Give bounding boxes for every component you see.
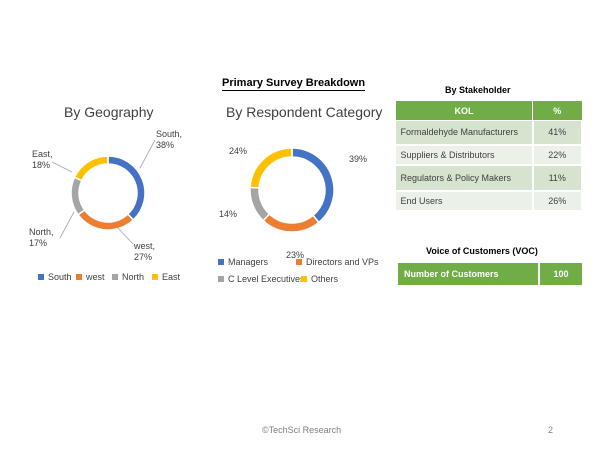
data-label: East, 18%	[32, 149, 53, 170]
kol-column-header: KOL	[395, 100, 533, 121]
data-label: 14%	[219, 209, 237, 219]
legend-label: East	[162, 272, 181, 282]
data-label: 39%	[349, 154, 367, 164]
data-label: South, 38%	[156, 129, 182, 150]
pct-column-header: %	[532, 100, 583, 121]
stakeholder-pct: 26%	[532, 190, 583, 212]
legend-swatch	[218, 259, 224, 265]
data-label: 24%	[229, 146, 247, 156]
leader-line	[51, 161, 73, 173]
voc-row: Number of Customers 100	[398, 263, 582, 285]
data-label: 23%	[286, 250, 304, 260]
legend-label: Managers	[228, 257, 269, 267]
legend-swatch	[296, 259, 302, 265]
legend-label: Directors and VPs	[306, 257, 379, 267]
page-number: 2	[548, 425, 554, 435]
table-row: Suppliers & Distributors 22%	[395, 144, 583, 166]
legend-label: South	[48, 272, 72, 282]
respondent-legend-item: C Level Executives	[218, 274, 305, 284]
legend-label: Others	[311, 274, 339, 284]
stakeholder-table: KOL % Formaldehyde Manufacturers 41% Sup…	[395, 100, 583, 212]
legend-swatch	[76, 274, 82, 280]
stakeholder-name: Formaldehyde Manufacturers	[395, 120, 534, 146]
geography-legend-item: East	[152, 272, 180, 282]
legend-swatch	[112, 274, 118, 280]
legend-swatch	[301, 276, 307, 282]
geography-legend-item: North	[112, 272, 144, 282]
geography-slice-west	[77, 208, 135, 231]
leader-line	[139, 139, 156, 169]
geography-legend-item: South	[38, 272, 72, 282]
geography-slice-south	[107, 155, 146, 222]
respondent-slice-directors-and-vps	[262, 212, 320, 233]
respondent-legend-item: Managers	[218, 257, 268, 267]
legend-label: C Level Executives	[228, 274, 305, 284]
geography-slice-north	[70, 176, 86, 216]
stakeholder-heading: By Stakeholder	[445, 85, 511, 95]
table-row: End Users 26%	[395, 190, 583, 212]
data-label: North, 17%	[29, 227, 54, 248]
stakeholder-pct: 11%	[532, 164, 583, 192]
respondent-legend: Managers Directors and VPs C Level Executi…	[218, 257, 398, 287]
respondent-slice-others	[249, 147, 293, 189]
geography-legend-item: west	[76, 272, 105, 282]
leader-line	[59, 211, 75, 239]
legend-swatch	[152, 274, 158, 280]
respondent-donut-chart: 39% 23% 14% 24%	[219, 146, 367, 260]
geography-chart-title: By Geography	[64, 104, 154, 120]
voc-label: Number of Customers	[398, 263, 538, 285]
respondent-chart-title: By Respondent Category	[226, 104, 383, 120]
legend-label: west	[86, 272, 105, 282]
voc-value: 100	[540, 263, 582, 285]
stakeholder-name: Suppliers & Distributors	[395, 144, 534, 166]
respondent-legend-item: Others	[301, 274, 338, 284]
stakeholder-pct: 41%	[532, 120, 583, 146]
leader-line	[117, 227, 134, 245]
stakeholder-pct: 22%	[532, 144, 583, 166]
geography-slice-east	[73, 155, 109, 182]
stakeholder-name: End Users	[395, 190, 534, 212]
table-row: Regulators & Policy Makers 11%	[395, 164, 583, 192]
voc-heading: Voice of Customers (VOC)	[426, 246, 538, 256]
respondent-slice-managers	[291, 147, 335, 224]
footer-source: ©TechSci Research	[262, 425, 342, 435]
legend-swatch	[38, 274, 44, 280]
legend-label: North	[122, 272, 145, 282]
respondent-slice-c-level-executives	[249, 186, 271, 222]
geography-donut-chart: South, 38% west, 27% North, 17% East, 18%	[29, 129, 182, 262]
geography-legend: South west North East	[0, 272, 210, 286]
respondent-legend-item: Directors and VPs	[296, 257, 379, 267]
data-label: west, 27%	[133, 241, 155, 262]
table-row: Formaldehyde Manufacturers 41%	[395, 120, 583, 146]
stakeholder-name: Regulators & Policy Makers	[395, 164, 534, 192]
page-title: Primary Survey Breakdown	[222, 77, 366, 91]
legend-swatch	[218, 276, 224, 282]
